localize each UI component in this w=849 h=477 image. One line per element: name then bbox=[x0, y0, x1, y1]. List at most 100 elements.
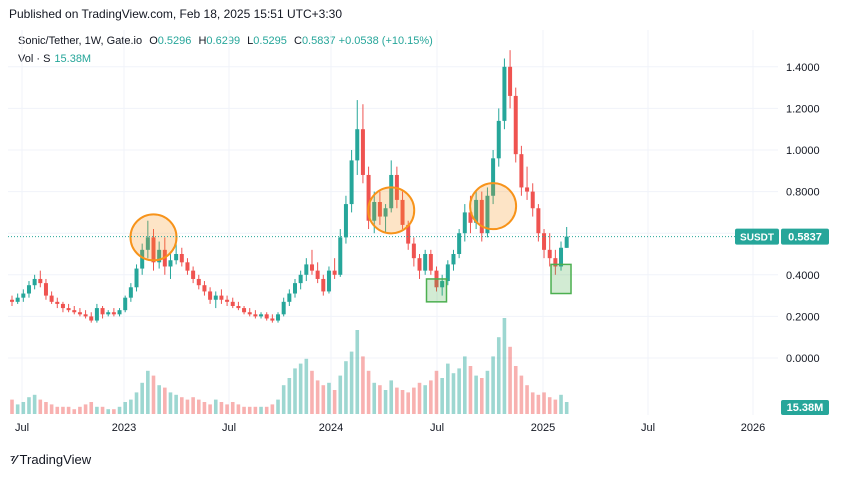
candle-body bbox=[230, 301, 235, 306]
volume-bar bbox=[208, 404, 212, 414]
candle-body bbox=[513, 95, 518, 155]
volume-bar bbox=[395, 387, 399, 414]
volume-bar bbox=[259, 406, 263, 414]
candle-body bbox=[168, 260, 173, 267]
volume-bar bbox=[123, 402, 127, 414]
volume-bar bbox=[83, 404, 88, 414]
y-axis-tick-label: 0.2000 bbox=[786, 311, 820, 323]
y-axis-tick-label: 1.4000 bbox=[786, 62, 820, 74]
candle-body bbox=[270, 318, 275, 321]
volume-bar bbox=[202, 402, 207, 414]
volume-bar bbox=[429, 380, 433, 414]
volume-bar bbox=[225, 404, 229, 414]
volume-bar bbox=[502, 318, 507, 414]
candle-body bbox=[400, 199, 405, 225]
candle-body bbox=[321, 278, 326, 292]
footer-brand: ⁷⁄ TradingView bbox=[10, 452, 91, 467]
volume-bar bbox=[361, 356, 365, 414]
volume-bar bbox=[468, 366, 473, 414]
volume-bar bbox=[38, 399, 43, 414]
candle-body bbox=[451, 254, 456, 265]
candle-body bbox=[236, 306, 241, 309]
candle-body bbox=[355, 129, 360, 161]
volume-bar bbox=[536, 394, 541, 414]
volume-bar bbox=[287, 378, 292, 414]
candle-body bbox=[49, 295, 54, 302]
x-axis-tick-label: 2024 bbox=[319, 422, 343, 434]
candle-body bbox=[411, 243, 416, 259]
volume-bar bbox=[327, 382, 331, 414]
price-tag-bg bbox=[781, 228, 829, 245]
candle-body bbox=[202, 285, 207, 292]
high-label: H bbox=[198, 35, 207, 47]
candle-body bbox=[259, 314, 264, 317]
volume-tag-value: 15.38M bbox=[787, 402, 824, 414]
x-axis-tick-label: 2026 bbox=[741, 422, 765, 434]
candle-body bbox=[213, 295, 218, 300]
candle-body bbox=[77, 312, 82, 315]
candle-body bbox=[293, 283, 297, 294]
candle-body bbox=[21, 293, 26, 298]
x-axis-tick-label: 2025 bbox=[531, 422, 555, 434]
volume-bar bbox=[378, 385, 382, 414]
candle-body bbox=[38, 278, 43, 284]
candle-body bbox=[174, 254, 179, 261]
volume-bar bbox=[564, 402, 569, 414]
open-label: O bbox=[149, 35, 158, 47]
volume-bar bbox=[146, 370, 150, 414]
volume-bar bbox=[276, 399, 280, 414]
volume-bar bbox=[542, 392, 546, 414]
candle-body bbox=[445, 264, 450, 282]
candle-body bbox=[32, 278, 37, 286]
volume-bar bbox=[457, 368, 461, 414]
candle-body bbox=[542, 233, 547, 250]
highlight-box bbox=[425, 278, 448, 303]
candle-body bbox=[530, 191, 535, 209]
candle-body bbox=[140, 249, 145, 269]
footer-brand-name: TradingView bbox=[19, 452, 92, 467]
candle-body bbox=[366, 174, 371, 221]
volume-bar bbox=[15, 404, 20, 414]
volume-bar bbox=[547, 397, 552, 414]
volume-bar bbox=[247, 406, 252, 414]
highlight-circle bbox=[469, 182, 518, 231]
volume-bar bbox=[553, 399, 558, 414]
candle-body bbox=[134, 268, 139, 288]
candle-body bbox=[242, 308, 247, 313]
y-axis-tick-label: 1.0000 bbox=[786, 145, 820, 157]
candle-body bbox=[525, 187, 530, 192]
y-axis-tick-label: 0.8000 bbox=[786, 187, 820, 199]
candle-body bbox=[247, 312, 252, 315]
candle-body bbox=[185, 262, 190, 271]
volume-bar bbox=[134, 392, 139, 414]
volume-tag-bg bbox=[781, 400, 829, 415]
candle-body bbox=[383, 208, 388, 217]
volume-bar bbox=[332, 390, 337, 414]
candle-body bbox=[491, 158, 496, 196]
candle-body bbox=[372, 202, 377, 221]
volume-bar bbox=[89, 402, 94, 414]
candle-body bbox=[191, 270, 196, 279]
volume-bar bbox=[423, 385, 427, 414]
candle-body bbox=[304, 264, 309, 275]
volume-bar bbox=[559, 394, 563, 414]
volume-bar bbox=[412, 387, 416, 414]
volume-value: 15.38M bbox=[54, 53, 92, 65]
volume-bar bbox=[474, 375, 478, 414]
volume-bar bbox=[117, 406, 122, 414]
volume-bar bbox=[174, 394, 178, 414]
volume-bar bbox=[372, 382, 377, 414]
y-axis-tick-label: 1.2000 bbox=[786, 103, 820, 115]
candle-body bbox=[219, 295, 224, 300]
volume-bar bbox=[446, 363, 450, 414]
volume-bar bbox=[315, 380, 320, 414]
volume-bar bbox=[406, 392, 410, 414]
y-axis-tick-label: 0.0000 bbox=[786, 353, 820, 365]
candle-body bbox=[100, 308, 105, 315]
volume-bar bbox=[513, 366, 518, 414]
volume-bar bbox=[191, 397, 195, 414]
volume-bar bbox=[485, 370, 490, 414]
candle-body bbox=[508, 66, 513, 96]
candle-body bbox=[55, 301, 60, 304]
